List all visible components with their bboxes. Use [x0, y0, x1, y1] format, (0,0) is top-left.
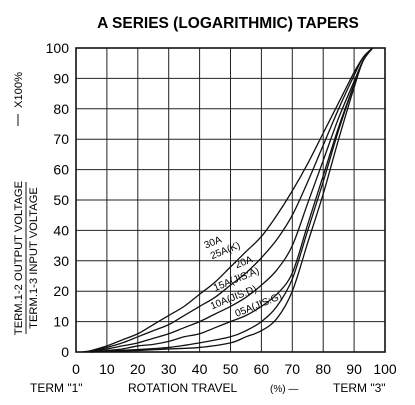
- y-tick-label: 50: [53, 192, 69, 208]
- x-tick-label: 10: [99, 361, 115, 377]
- y-axis-multiplier-text: X100%: [13, 72, 25, 108]
- x-tick-label: 20: [130, 361, 146, 377]
- x-tick-label: 30: [161, 361, 177, 377]
- grid: [76, 48, 385, 352]
- x-tick-label: 0: [72, 361, 80, 377]
- series-layer: [82, 47, 374, 353]
- y-tick-label: 90: [53, 70, 69, 86]
- y-axis-label-numerator: TERM.1-2 OUTPUT VOLTAGE: [13, 181, 25, 335]
- y-tick-label: 100: [46, 40, 70, 56]
- y-tick-label: 20: [53, 283, 69, 299]
- y-tick-label: 60: [53, 162, 69, 178]
- series-line-30a: [82, 47, 374, 353]
- series-line-15a-jis-a: [91, 47, 374, 353]
- x-axis-end-label: TERM "3": [333, 381, 386, 395]
- chart-title: A SERIES (LOGARITHMIC) TAPERS: [97, 15, 359, 32]
- x-tick-label: 80: [315, 361, 331, 377]
- y-tick-label: 40: [53, 222, 69, 238]
- plot-border: [75, 47, 386, 353]
- y-tick-label: 10: [53, 314, 69, 330]
- series-line-25a-k: [85, 47, 374, 353]
- x-tick-label: 70: [285, 361, 301, 377]
- x-axis-start-label: TERM "1": [30, 381, 83, 395]
- series-line-10a-jis-d: [91, 47, 374, 353]
- y-axis-label-denominator: TERM.1-3 INPUT VOLTAGE: [28, 187, 40, 329]
- y-axis-multiplier: X100%: [13, 72, 25, 126]
- x-tick-label: 50: [223, 361, 239, 377]
- series-line-05a-jis-g: [91, 47, 374, 353]
- y-tick-label: 0: [61, 344, 69, 360]
- y-axis-label: TERM.1-2 OUTPUT VOLTAGE TERM.1-3 INPUT V…: [13, 181, 40, 335]
- y-tick-label: 70: [53, 131, 69, 147]
- y-tick-label: 80: [53, 101, 69, 117]
- x-tick-label: 90: [346, 361, 362, 377]
- x-tick-label: 40: [192, 361, 208, 377]
- plot-frame: [75, 47, 386, 353]
- tick-labels: 0 10 20 30 40 50 60 70 80 90 100 0 10 20 30 40 50 60 70 80 9…: [46, 40, 397, 377]
- x-axis-unit: (%) —: [270, 384, 298, 395]
- x-axis-label: ROTATION TRAVEL: [128, 381, 237, 395]
- x-tick-label: 60: [254, 361, 270, 377]
- series-line-20a: [88, 47, 374, 353]
- y-tick-label: 30: [53, 253, 69, 269]
- x-tick-label: 100: [373, 361, 397, 377]
